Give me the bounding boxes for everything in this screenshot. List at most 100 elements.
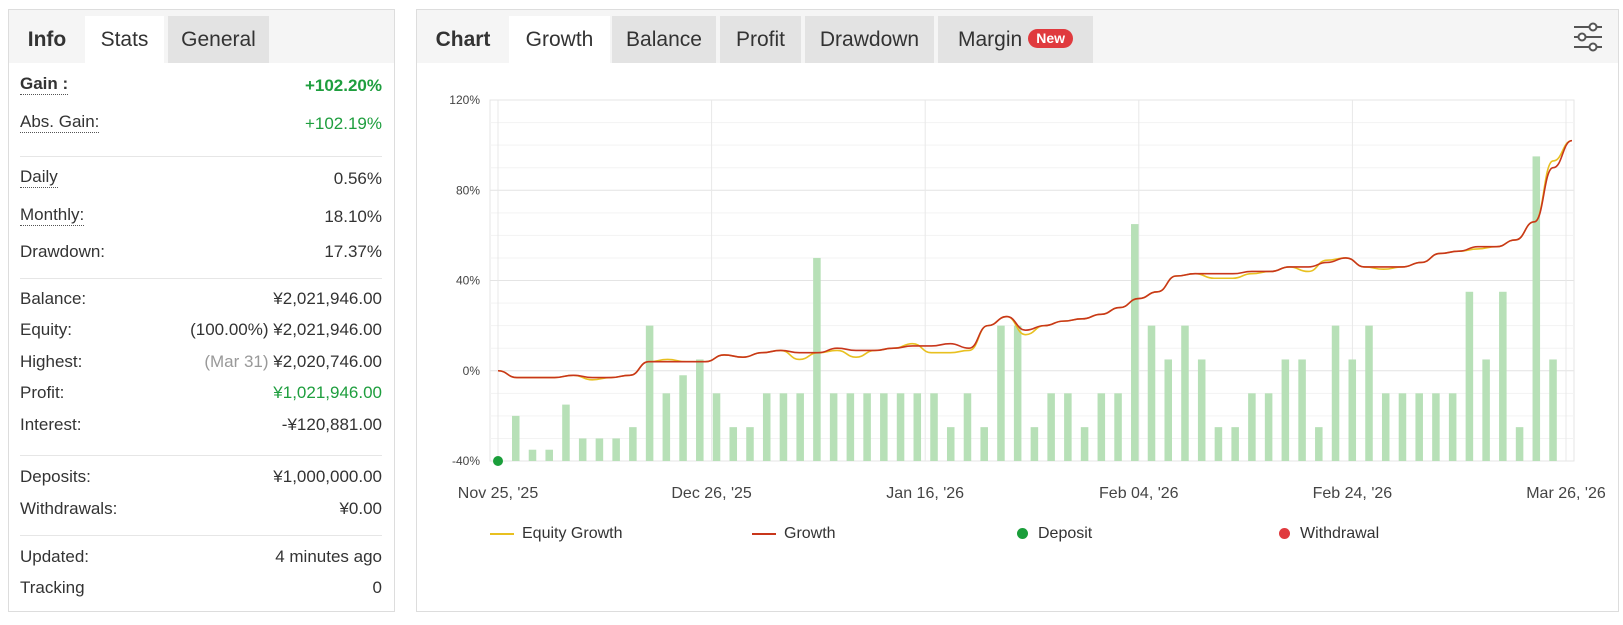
profit-label: Profit:: [20, 383, 65, 402]
monthly-label[interactable]: Monthly:: [20, 205, 85, 226]
x-tick-label: Feb 04, '26: [1099, 485, 1179, 502]
growth-chart: 120% 80% 40% 0% -40% Nov 25, '25 Dec 26, '25 J…: [449, 93, 1606, 502]
bar: [1064, 393, 1072, 461]
bar: [1448, 393, 1457, 461]
tab-margin[interactable]: Margin New: [938, 16, 1093, 63]
balance-label: Balance:: [20, 289, 87, 308]
chart-panel: Chart Growth Balance Profit Drawdown Mar…: [416, 9, 1619, 612]
bar: [528, 449, 537, 461]
bar: [1080, 427, 1089, 461]
gain-label[interactable]: Gain :: [20, 74, 69, 95]
legend-growth[interactable]: Growth: [752, 523, 836, 545]
bar: [1181, 325, 1189, 461]
legend-deposit-dot: [1017, 528, 1028, 540]
interest-row: Interest: -¥120,881.00: [20, 413, 382, 437]
bar: [679, 375, 687, 461]
bar: [512, 415, 520, 461]
bar: [562, 404, 570, 461]
interest-value: -¥120,881.00: [281, 415, 382, 434]
abs-gain-row: Abs. Gain: +102.19%: [20, 112, 382, 136]
tab-general[interactable]: General: [168, 16, 269, 63]
legend-equity-growth[interactable]: Equity Growth: [490, 523, 622, 545]
highest-row: Highest: (Mar 31) ¥2,020,746.00: [20, 350, 382, 374]
bar: [1515, 427, 1524, 461]
bar: [980, 427, 988, 461]
bar: [1231, 427, 1239, 461]
legend-growth-label: Growth: [784, 525, 836, 542]
drawdown-row: Drawdown: 17.37%: [20, 240, 382, 264]
tab-info[interactable]: Info: [27, 28, 67, 51]
tracking-row: Tracking 0: [20, 576, 382, 600]
equity-row: Equity: (100.00%) ¥2,021,946.00: [20, 318, 382, 342]
deposits-value: ¥1,000,000.00: [273, 467, 382, 486]
legend-withdrawal[interactable]: Withdrawal: [1279, 523, 1379, 545]
bar: [1114, 393, 1122, 461]
tab-profit[interactable]: Profit: [720, 16, 801, 63]
tab-growth[interactable]: Growth: [509, 16, 610, 63]
daily-label[interactable]: Daily: [20, 167, 58, 188]
bar: [997, 325, 1005, 461]
x-axis-ticks: Nov 25, '25 Dec 26, '25 Jan 16, '26 Feb 04,…: [458, 485, 1606, 502]
tab-drawdown[interactable]: Drawdown: [805, 16, 934, 63]
tab-balance[interactable]: Balance: [612, 16, 716, 63]
tab-chart[interactable]: Chart: [435, 28, 491, 51]
bar: [963, 393, 972, 461]
bar: [1482, 359, 1490, 461]
bar: [1248, 393, 1256, 461]
legend-growth-line: [752, 532, 776, 535]
gain-value: +102.20%: [304, 76, 382, 95]
bar: [1214, 427, 1223, 461]
drawdown-value: 17.37%: [324, 242, 382, 261]
updated-label: Updated:: [20, 547, 89, 566]
bar: [746, 427, 754, 461]
bar: [629, 427, 637, 461]
bar: [846, 393, 855, 461]
bar: [880, 393, 888, 461]
legend-equity-line: [490, 532, 514, 535]
divider: [20, 156, 382, 157]
y-tick-label: 80%: [456, 183, 480, 197]
bar: [863, 393, 871, 461]
bar: [696, 359, 704, 461]
bar: [1164, 359, 1173, 461]
bar: [1499, 291, 1507, 461]
bar: [712, 393, 721, 461]
bar: [1532, 156, 1541, 461]
legend-equity-label: Equity Growth: [522, 525, 623, 542]
equity-value-group: (100.00%) ¥2,021,946.00: [190, 318, 382, 342]
legend-withdrawal-dot: [1279, 528, 1290, 540]
deposit-marker[interactable]: [493, 456, 503, 466]
x-tick-label: Jan 16, '26: [886, 485, 964, 502]
deposits-row: Deposits: ¥1,000,000.00: [20, 465, 382, 489]
deposits-label: Deposits:: [20, 467, 91, 486]
bar: [796, 393, 804, 461]
updated-value: 4 minutes ago: [275, 547, 382, 566]
withdrawals-row: Withdrawals: ¥0.00: [20, 497, 382, 521]
bar: [662, 393, 671, 461]
tab-stats[interactable]: Stats: [85, 16, 164, 63]
divider: [20, 535, 382, 536]
y-tick-label: 120%: [449, 93, 480, 107]
tracking-label: Tracking: [20, 578, 85, 597]
abs-gain-label[interactable]: Abs. Gain:: [20, 112, 100, 133]
y-tick-label: 40%: [456, 274, 480, 288]
new-badge: New: [1028, 29, 1073, 48]
bar: [1013, 325, 1022, 461]
equity-label: Equity:: [20, 320, 72, 339]
bar: [1432, 393, 1440, 461]
bar: [896, 393, 905, 461]
monthly-value: 18.10%: [324, 207, 382, 226]
bar: [612, 438, 620, 461]
legend-deposit[interactable]: Deposit: [1017, 523, 1092, 545]
equity-growth-line: [497, 139, 1573, 381]
abs-gain-value: +102.19%: [304, 114, 382, 133]
highest-date: (Mar 31): [204, 352, 269, 371]
stats-panel: Info Stats General Gain : +102.20% Abs. …: [8, 9, 395, 612]
growth-line: [497, 139, 1573, 379]
bar: [1298, 359, 1306, 461]
stats-tabbar: Info Stats General: [9, 10, 394, 63]
sliders-icon[interactable]: [1572, 21, 1604, 53]
x-tick-label: Feb 24, '26: [1313, 485, 1393, 502]
bar: [829, 393, 838, 461]
monthly-row: Monthly: 18.10%: [20, 205, 382, 229]
